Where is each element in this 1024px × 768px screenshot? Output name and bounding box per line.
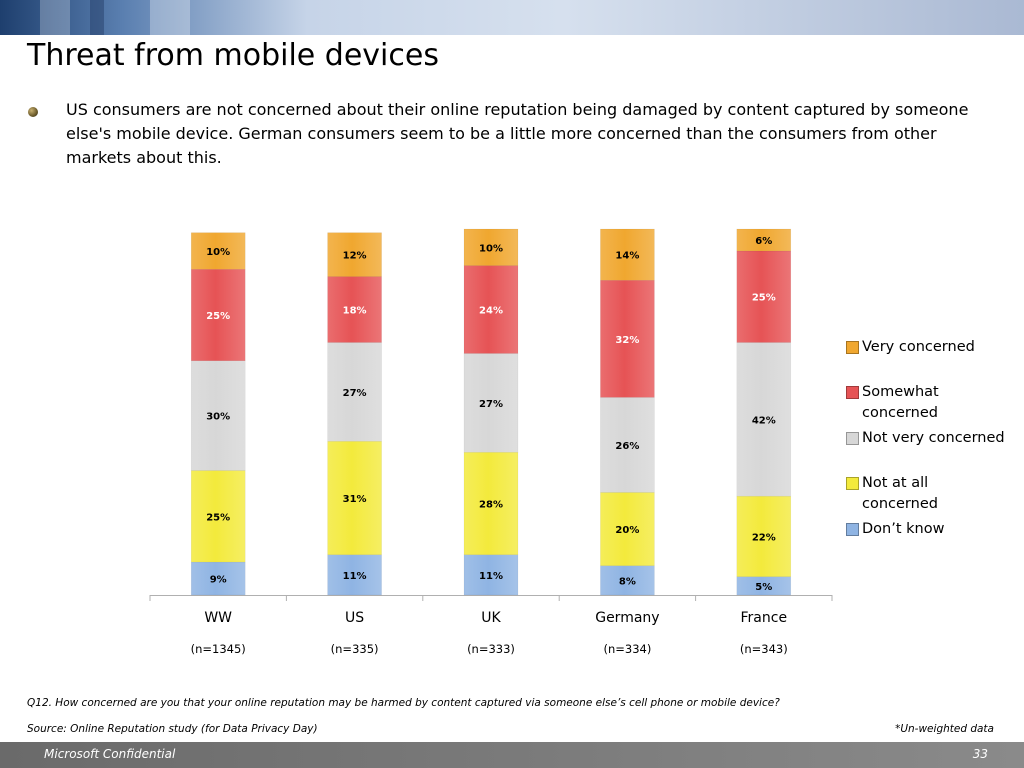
data-label-us-not-very-concerned: 27% [343, 388, 367, 399]
bar-segment-germany-very-concerned [600, 228, 655, 281]
bar-segment-france-somewhat-concerned [736, 250, 792, 343]
data-label-uk-not-very-concerned: 27% [479, 399, 503, 410]
data-label-uk-very-concerned: 10% [479, 243, 503, 254]
data-label-uk-not-at-all-concerned: 28% [479, 500, 503, 511]
data-label-germany-not-at-all-concerned: 20% [615, 525, 639, 536]
bar-segment-uk-somewhat-concerned [463, 265, 519, 354]
bar-segment-uk-not-at-all-concerned [463, 452, 519, 555]
sample-size-france: (n=343) [740, 642, 788, 656]
bullet-icon [28, 107, 38, 117]
bar-segment-uk-not-very-concerned [463, 353, 519, 453]
bar-segment-us-not-very-concerned [327, 342, 382, 442]
bar-segment-germany-somewhat-concerned [600, 279, 655, 398]
confidential-label: Microsoft Confidential [44, 747, 176, 761]
category-label-us: US [345, 610, 364, 626]
stacked-bar-chart: 9% 25% 30% 25% 10% WW (n=1345) 11% 31% 27% 18% 12% U… [149, 228, 833, 656]
legend-swatch [846, 477, 859, 490]
data-label-us-somewhat-concerned: 18% [343, 306, 367, 317]
bar-segment-ww-very-concerned [190, 232, 246, 270]
bar-segment-germany-not-at-all-concerned [600, 492, 655, 566]
footer-bar: Microsoft Confidential 33 [0, 742, 1024, 768]
weighting-note: *Un-weighted data [895, 723, 994, 735]
bar-segment-us-dont-know [327, 554, 382, 596]
data-label-ww-dont-know: 9% [210, 575, 227, 586]
sample-size-us: (n=335) [331, 642, 379, 656]
bullet-text: US consumers are not concerned about the… [66, 100, 969, 167]
category-label-ww: WW [204, 610, 232, 626]
source-footnote: Source: Online Reputation study (for Dat… [27, 723, 318, 735]
bar-segment-ww-not-very-concerned [190, 360, 246, 471]
data-label-us-not-at-all-concerned: 31% [343, 494, 367, 505]
bar-segment-ww-not-at-all-concerned [190, 470, 246, 563]
data-label-us-dont-know: 11% [343, 571, 367, 582]
sample-size-germany: (n=334) [603, 642, 651, 656]
legend-swatch [846, 523, 859, 536]
data-label-germany-somewhat-concerned: 32% [615, 335, 639, 346]
legend-label: Not very concerned [862, 430, 1005, 446]
bar-segment-us-somewhat-concerned [327, 276, 382, 343]
legend-label: Very concerned [862, 339, 975, 355]
slide-title: Threat from mobile devices [27, 38, 439, 73]
bar-segment-us-very-concerned [327, 232, 382, 277]
data-label-germany-very-concerned: 14% [615, 251, 639, 262]
legend-swatch [846, 386, 859, 399]
data-label-germany-not-very-concerned: 26% [615, 441, 639, 452]
sample-size-uk: (n=333) [467, 642, 515, 656]
data-label-germany-dont-know: 8% [619, 576, 636, 587]
data-label-ww-very-concerned: 10% [206, 247, 230, 258]
data-label-ww-somewhat-concerned: 25% [206, 311, 230, 322]
bar-segment-germany-dont-know [600, 565, 655, 596]
data-label-france-very-concerned: 6% [755, 236, 772, 247]
legend-swatch [846, 432, 859, 445]
question-footnote: Q12. How concerned are you that your onl… [27, 697, 780, 709]
legend-label: Somewhat concerned [862, 384, 939, 421]
page-number: 33 [972, 747, 988, 761]
data-label-us-very-concerned: 12% [343, 251, 367, 262]
sample-size-ww: (n=1345) [191, 642, 246, 656]
bar-segment-ww-somewhat-concerned [190, 269, 246, 362]
category-label-france: France [741, 610, 788, 626]
bar-segment-france-not-at-all-concerned [736, 495, 792, 577]
data-label-ww-not-at-all-concerned: 25% [206, 512, 230, 523]
data-label-ww-not-very-concerned: 30% [206, 412, 230, 423]
data-label-france-not-at-all-concerned: 22% [752, 532, 776, 543]
header-banner [0, 0, 1024, 35]
legend-swatch [846, 341, 859, 354]
bar-segment-france-not-very-concerned [736, 342, 792, 497]
legend-label: Don’t know [862, 521, 945, 537]
category-label-uk: UK [481, 610, 501, 626]
data-label-france-dont-know: 5% [755, 582, 772, 593]
bar-segment-france-very-concerned [736, 228, 792, 252]
legend-label: Not at all concerned [862, 475, 938, 512]
data-label-france-not-very-concerned: 42% [752, 415, 776, 426]
category-label-germany: Germany [595, 610, 659, 626]
bar-segment-ww-dont-know [190, 561, 246, 596]
data-label-uk-dont-know: 11% [479, 571, 503, 582]
bar-segment-us-not-at-all-concerned [327, 441, 382, 555]
data-label-uk-somewhat-concerned: 24% [479, 306, 503, 317]
bar-segment-uk-very-concerned [463, 228, 519, 266]
data-label-france-somewhat-concerned: 25% [752, 293, 776, 304]
bar-segment-uk-dont-know [463, 554, 519, 596]
